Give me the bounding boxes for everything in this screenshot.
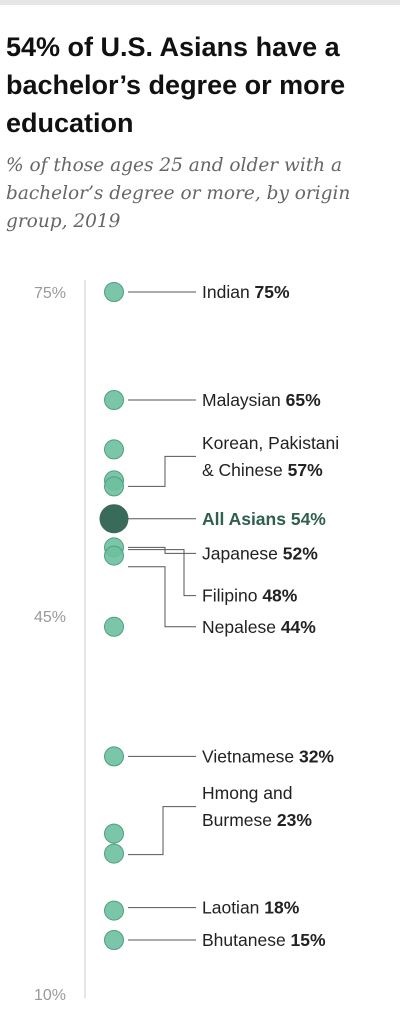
value-label: 48% bbox=[257, 586, 297, 606]
point bbox=[104, 390, 124, 410]
group-label: Hmong and bbox=[202, 783, 292, 803]
leader-line bbox=[128, 546, 196, 554]
group-label: Filipino 48% bbox=[202, 586, 298, 606]
group-name: Hmong and bbox=[202, 783, 292, 803]
leader-line bbox=[128, 549, 196, 597]
group-label: Nepalese 44% bbox=[202, 617, 316, 637]
group-name: Indian bbox=[202, 282, 250, 302]
group-label: Burmese 23% bbox=[202, 810, 312, 830]
point bbox=[104, 900, 124, 921]
chart-title: 54% of U.S. Asians have a bachelor’s deg… bbox=[6, 32, 346, 138]
chart-subtitle: % of those ages 25 and older with a bach… bbox=[6, 155, 351, 232]
group-label: Indian 75% bbox=[202, 282, 290, 302]
value-label: 65% bbox=[281, 390, 321, 410]
group-name: Malaysian bbox=[202, 390, 281, 410]
group-label: Malaysian 65% bbox=[202, 390, 321, 410]
group-name: Korean, Pakistani bbox=[202, 433, 339, 453]
leader-line bbox=[128, 455, 196, 487]
group-name: Filipino bbox=[202, 586, 257, 606]
group-label: All Asians 54% bbox=[202, 509, 326, 529]
y-tick-label: 10% bbox=[34, 987, 66, 1004]
y-tick-label: 75% bbox=[34, 285, 66, 302]
value-label: 52% bbox=[278, 543, 318, 563]
group-label: Vietnamese 32% bbox=[202, 746, 334, 766]
value-label: 32% bbox=[294, 746, 334, 766]
value-label: 23% bbox=[272, 810, 312, 830]
point bbox=[104, 476, 124, 497]
leader-line bbox=[128, 566, 196, 628]
value-label: 44% bbox=[276, 617, 316, 637]
group-name: Laotian bbox=[202, 898, 259, 918]
group-label: Bhutanese 15% bbox=[202, 930, 326, 950]
group-label: Korean, Pakistani bbox=[202, 433, 339, 453]
group-name: Burmese bbox=[202, 810, 272, 830]
leader-line bbox=[128, 806, 196, 856]
top-rule bbox=[0, 0, 400, 5]
point bbox=[104, 545, 124, 566]
group-name: All Asians bbox=[202, 509, 286, 529]
point bbox=[104, 439, 124, 460]
point-highlight bbox=[99, 504, 129, 534]
point bbox=[104, 282, 124, 302]
group-name: Vietnamese bbox=[202, 746, 294, 766]
group-name: & Chinese bbox=[202, 460, 283, 480]
group-name: Nepalese bbox=[202, 617, 276, 637]
point bbox=[104, 616, 124, 637]
y-tick-label: 45% bbox=[34, 609, 66, 626]
point bbox=[104, 746, 124, 767]
value-label: 54% bbox=[286, 509, 326, 529]
group-name: Bhutanese bbox=[202, 930, 286, 950]
group-name: Japanese bbox=[202, 543, 278, 563]
value-label: 15% bbox=[286, 930, 326, 950]
point bbox=[104, 843, 124, 864]
group-label: Laotian 18% bbox=[202, 898, 300, 918]
point bbox=[104, 930, 124, 950]
group-label: & Chinese 57% bbox=[202, 460, 323, 480]
value-label: 57% bbox=[283, 460, 323, 480]
value-label: 18% bbox=[259, 898, 299, 918]
group-label: Japanese 52% bbox=[202, 543, 318, 563]
point bbox=[104, 823, 124, 844]
value-label: 75% bbox=[250, 282, 290, 302]
